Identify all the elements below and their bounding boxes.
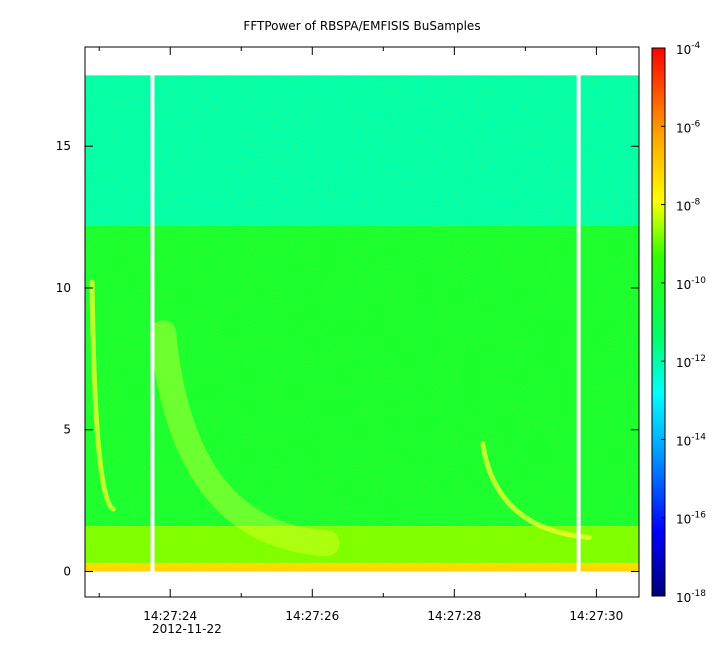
- y-tick-label-0: 0: [63, 564, 71, 578]
- x-axis: 14:27:24 14:27:26 14:27:28 14:27:30: [98, 47, 623, 623]
- data-gap-1: [576, 75, 581, 572]
- cb-tick-label-6: 10-16: [676, 511, 706, 527]
- cb-tick-label-5: 10-14: [676, 432, 706, 448]
- y-axis: 0 5 10 15: [56, 139, 639, 578]
- data-gaps: [150, 75, 581, 572]
- chart-title: FFTPower of RBSPA/EMFISIS BuSamples: [243, 19, 480, 33]
- noise-speckle: [85, 75, 639, 572]
- cb-tick-label-7: 10-18: [676, 589, 706, 605]
- x-tick-label-3: 14:27:30: [569, 609, 623, 623]
- cb-tick-label-2: 10-8: [676, 198, 701, 214]
- plot-frame: [84, 46, 640, 598]
- colorbar-axis: 10-4 10-6 10-8 10-10 10-12 10-14 10-16 10-18: [661, 41, 706, 605]
- cb-tick-label-4: 10-12: [676, 354, 706, 370]
- colorbar: [651, 47, 666, 597]
- data-gap-0: [150, 75, 155, 572]
- x-tick-label-2: 14:27:28: [427, 609, 481, 623]
- y-tick-label-2: 10: [56, 281, 71, 295]
- y-tick-label-3: 15: [56, 139, 71, 153]
- cb-tick-label-3: 10-10: [676, 276, 706, 292]
- cb-tick-label-0: 10-4: [676, 41, 701, 57]
- x-axis-date-label: 2012-11-22: [152, 622, 222, 636]
- y-tick-label-1: 5: [63, 423, 71, 437]
- plot-area: [85, 75, 639, 572]
- cb-tick-label-1: 10-6: [676, 119, 701, 135]
- x-tick-label-1: 14:27:26: [285, 609, 339, 623]
- x-tick-label-0: 14:27:24: [143, 609, 197, 623]
